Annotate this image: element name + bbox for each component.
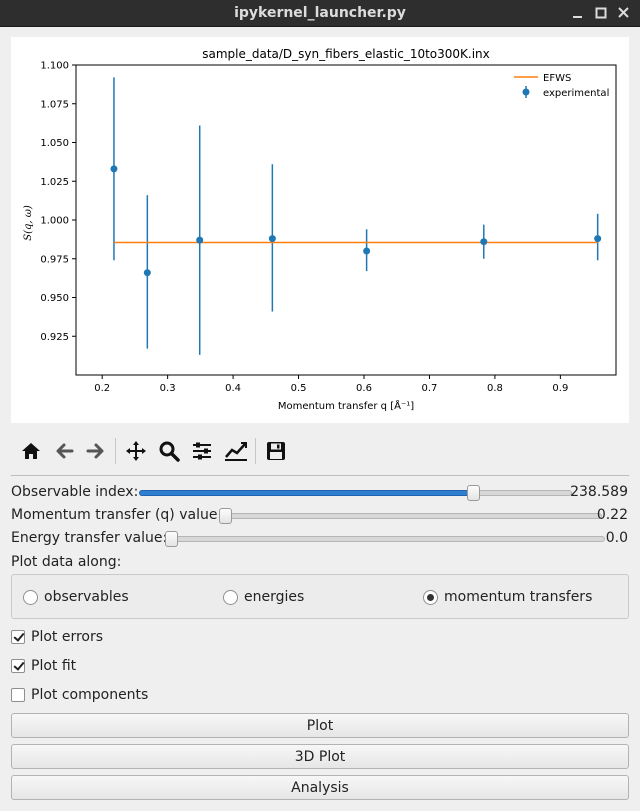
observable-index-label: Observable index: [11,484,139,500]
legend-experimental-label: experimental [543,88,609,99]
plot-errors-checkbox[interactable]: Plot errors [11,628,103,646]
plot-button[interactable]: Plot [11,713,629,738]
momentum-transfer-value: 0.22 [596,507,628,523]
y-tick-label: 1.025 [40,177,69,188]
x-axis-label: Momentum transfer q [Å⁻¹] [278,399,414,412]
energy-transfer-slider[interactable] [165,531,605,547]
plot-components-label: Plot components [31,687,149,703]
plot-canvas[interactable]: sample_data/D_syn_fibers_elastic_10to300… [11,37,629,423]
energy-transfer-label: Energy transfer value: [11,530,168,546]
save-icon[interactable] [262,437,290,465]
x-tick-label: 0.6 [356,383,372,394]
x-tick-label: 0.4 [225,383,241,394]
data-point [480,238,488,246]
slider-groove [165,536,605,542]
toolbar-separator [115,438,116,464]
3d-plot-button[interactable]: 3D Plot [11,744,629,769]
plot-along-group: observables energies momentum transfers [11,574,629,619]
y-tick-label: 1.000 [40,216,69,227]
y-tick-label: 1.100 [40,61,69,72]
x-tick-label: 0.5 [291,383,307,394]
radio-observables[interactable]: observables [23,588,129,606]
observable-index-slider[interactable] [139,485,572,501]
plot-toolbar [11,434,629,468]
legend: EFWS experimental [514,73,609,99]
checkbox-indicator[interactable] [11,630,25,644]
checkbox-indicator[interactable] [11,688,25,702]
edit-axis-icon[interactable] [222,437,250,465]
toolbar-separator [255,438,256,464]
x-tick-label: 0.2 [94,383,110,394]
radio-momentum-label: momentum transfers [444,589,593,605]
x-tick-label: 0.3 [160,383,176,394]
radio-energies-label: energies [244,589,305,605]
radio-indicator[interactable] [423,589,438,605]
data-point [363,247,371,255]
minimize-icon[interactable] [568,4,586,22]
plot-data-along-label: Plot data along: [11,554,122,570]
legend-efws-label: EFWS [543,73,571,84]
divider [11,475,629,476]
radio-indicator[interactable] [223,589,238,605]
data-point [110,165,118,173]
axes-frame [75,64,617,376]
plot-components-checkbox[interactable]: Plot components [11,686,148,704]
slider-groove [219,513,602,519]
slider-handle[interactable] [467,485,480,501]
analysis-button[interactable]: Analysis [11,775,629,800]
y-tick-label: 1.075 [40,99,69,110]
configure-subplots-icon[interactable] [188,437,216,465]
data-point [268,235,276,243]
plot-fit-checkbox[interactable]: Plot fit [11,657,76,675]
y-axis-label: S(q, ω) [23,205,34,241]
close-icon[interactable] [615,4,633,22]
x-tick-label: 0.9 [552,383,568,394]
y-tick-label: 0.950 [40,293,69,304]
momentum-transfer-label: Momentum transfer (q) value: [11,507,223,523]
y-tick-label: 0.975 [40,254,69,265]
radio-momentum-transfers[interactable]: momentum transfers [423,588,592,606]
pan-icon[interactable] [122,437,150,465]
data-point [594,235,602,243]
forward-arrow-icon[interactable] [82,437,110,465]
radio-observables-label: observables [44,589,129,605]
window-titlebar[interactable]: ipykernel_launcher.py [0,0,640,27]
radio-energies[interactable]: energies [223,588,304,606]
legend-experimental-marker [522,88,530,96]
checkbox-indicator[interactable] [11,659,25,673]
slider-handle[interactable] [165,531,178,547]
radio-indicator[interactable] [23,589,38,605]
window-title: ipykernel_launcher.py [234,5,406,21]
y-tick-label: 0.925 [40,332,69,343]
energy-transfer-value: 0.0 [605,530,628,546]
zoom-icon[interactable] [155,437,183,465]
chart-title: sample_data/D_syn_fibers_elastic_10to300… [202,47,490,61]
x-tick-label: 0.8 [487,383,503,394]
data-point [196,236,204,244]
plot-errors-label: Plot errors [31,629,104,645]
home-icon[interactable] [17,437,45,465]
observable-index-value: 238.589 [570,484,628,500]
momentum-transfer-slider[interactable] [219,508,602,524]
chart: sample_data/D_syn_fibers_elastic_10to300… [23,47,617,412]
slider-fill [139,490,473,496]
maximize-icon[interactable] [592,4,610,22]
back-arrow-icon[interactable] [50,437,78,465]
data-point [143,269,151,277]
slider-handle[interactable] [219,508,232,524]
x-tick-label: 0.7 [422,383,438,394]
y-tick-label: 1.050 [40,138,69,149]
plot-fit-label: Plot fit [31,658,77,674]
